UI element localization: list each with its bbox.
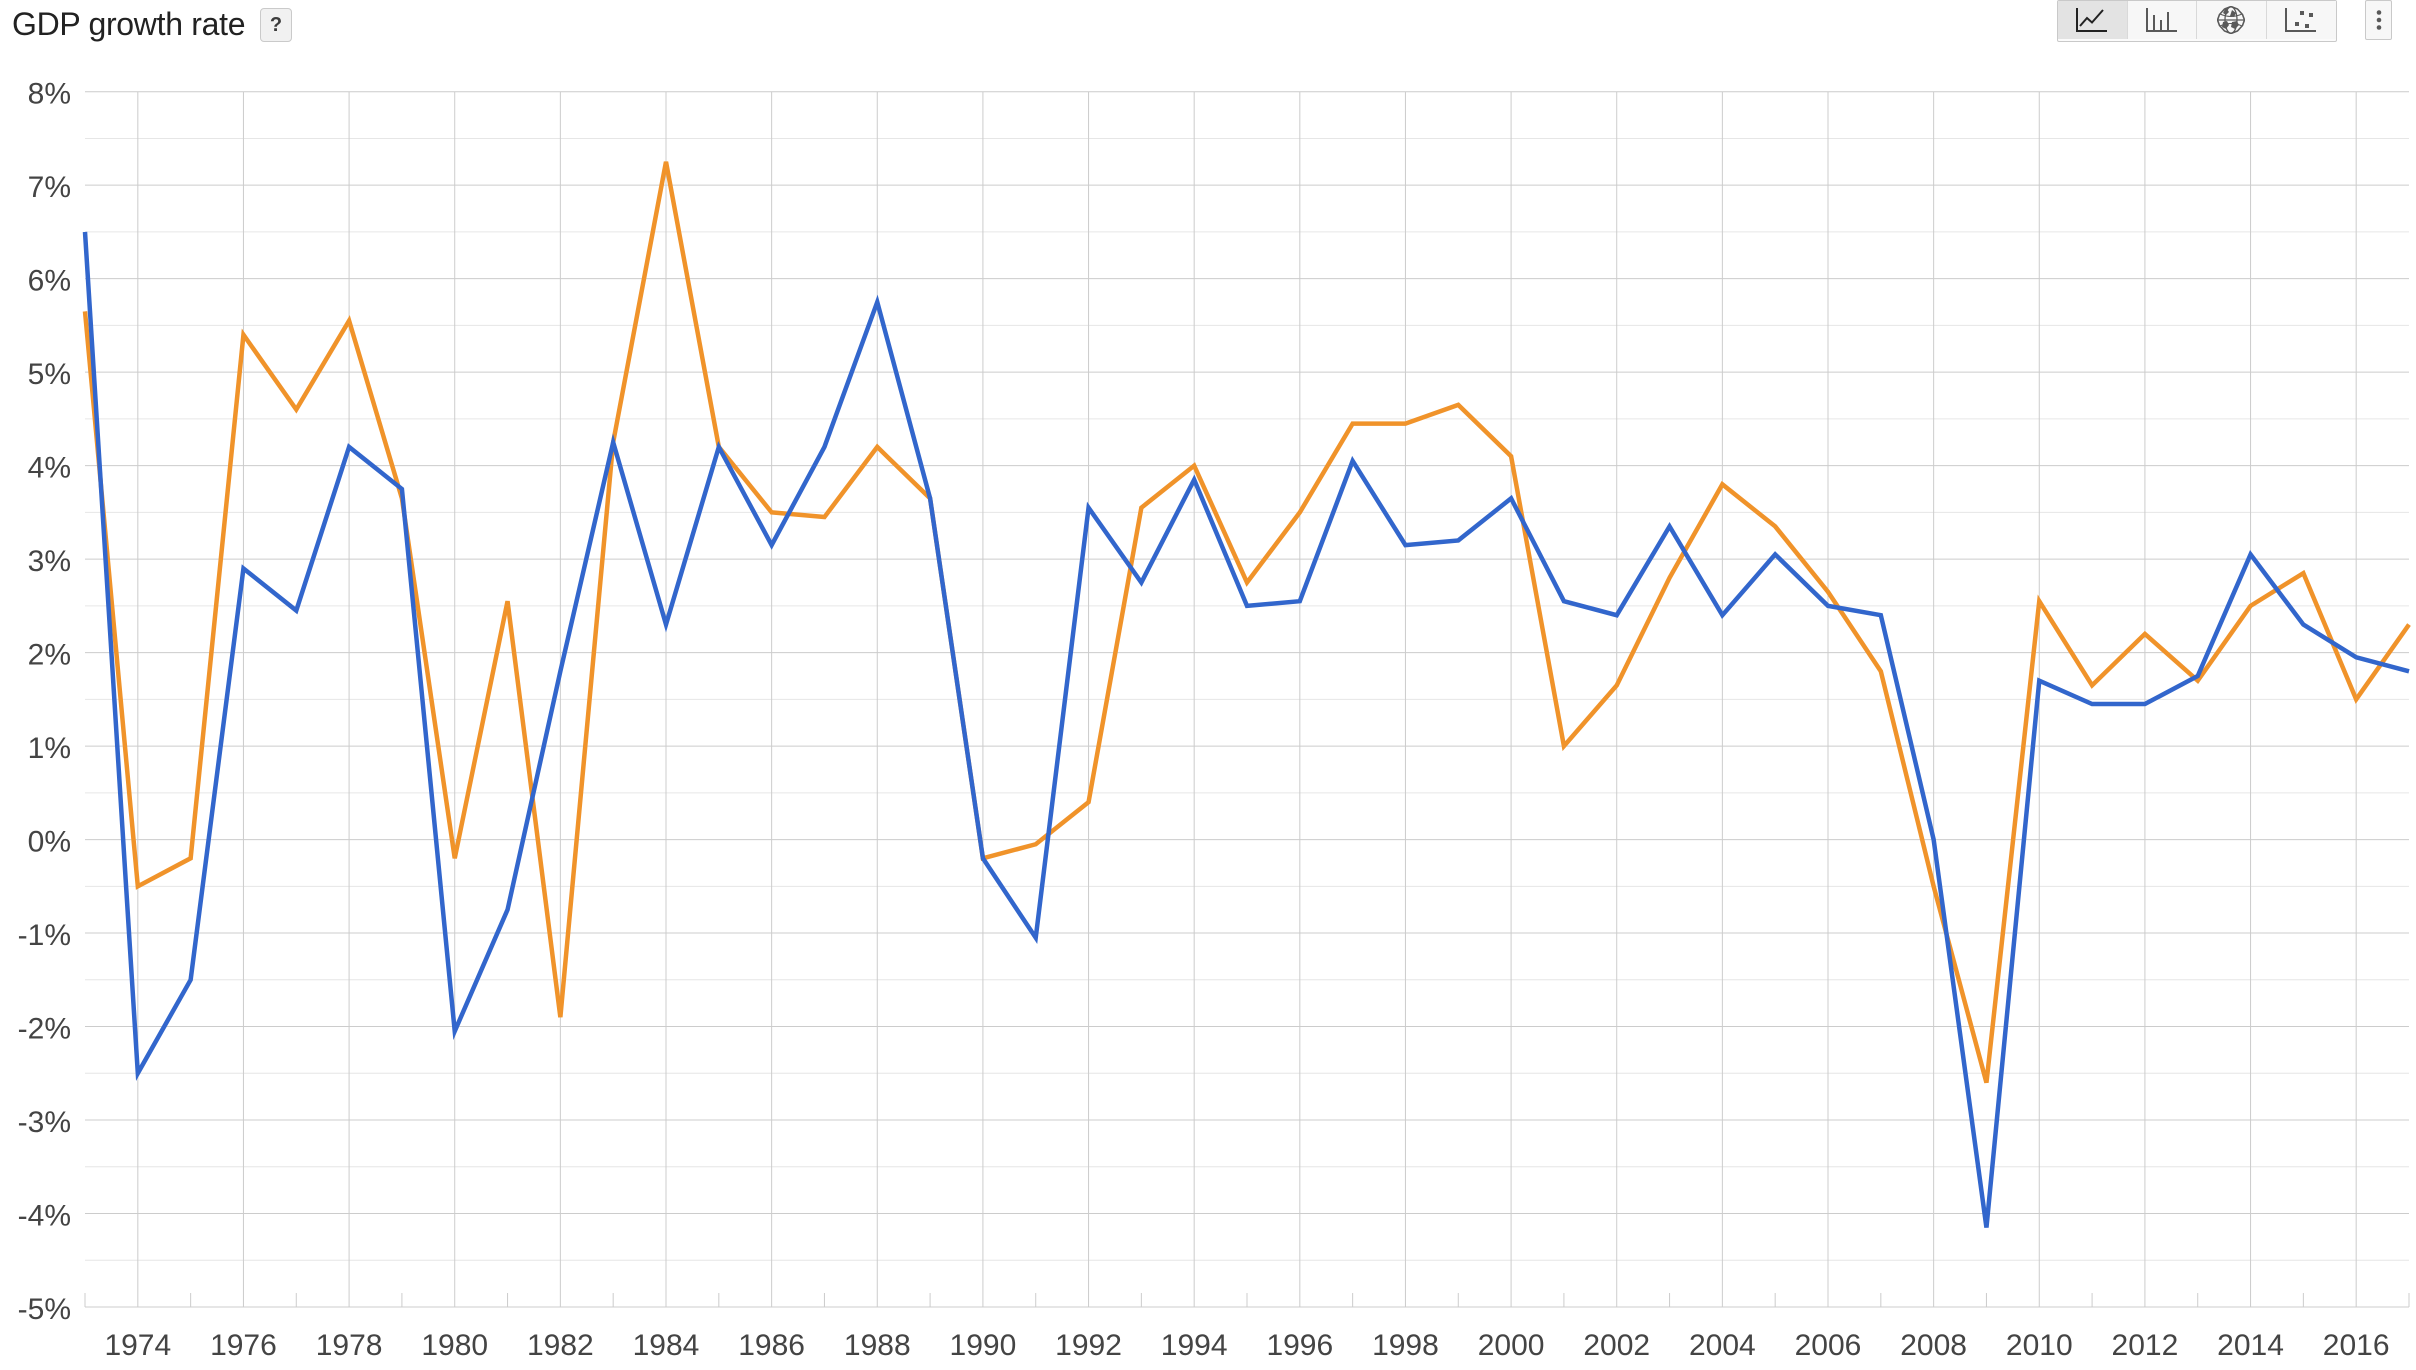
svg-text:1986: 1986 xyxy=(738,1329,805,1362)
svg-text:-3%: -3% xyxy=(18,1106,71,1139)
svg-text:1990: 1990 xyxy=(950,1329,1017,1362)
svg-text:1974: 1974 xyxy=(104,1329,171,1362)
svg-text:1982: 1982 xyxy=(527,1329,594,1362)
svg-text:2012: 2012 xyxy=(2112,1329,2179,1362)
svg-text:2010: 2010 xyxy=(2006,1329,2073,1362)
svg-text:8%: 8% xyxy=(28,78,71,111)
svg-text:1976: 1976 xyxy=(210,1329,277,1362)
svg-text:-4%: -4% xyxy=(18,1200,71,1233)
svg-text:1978: 1978 xyxy=(316,1329,383,1362)
svg-text:6%: 6% xyxy=(28,265,71,298)
svg-text:4%: 4% xyxy=(28,452,71,485)
svg-text:2014: 2014 xyxy=(2217,1329,2284,1362)
svg-text:0%: 0% xyxy=(28,826,71,859)
svg-text:1980: 1980 xyxy=(421,1329,488,1362)
svg-text:1988: 1988 xyxy=(844,1329,911,1362)
svg-text:2016: 2016 xyxy=(2323,1329,2390,1362)
svg-text:7%: 7% xyxy=(28,171,71,204)
svg-text:2008: 2008 xyxy=(1900,1329,1967,1362)
svg-text:2%: 2% xyxy=(28,639,71,672)
svg-text:3%: 3% xyxy=(28,545,71,578)
svg-text:1984: 1984 xyxy=(633,1329,700,1362)
svg-text:-2%: -2% xyxy=(18,1013,71,1046)
svg-text:2002: 2002 xyxy=(1583,1329,1650,1362)
svg-text:5%: 5% xyxy=(28,358,71,391)
svg-text:2004: 2004 xyxy=(1689,1329,1756,1362)
svg-text:1998: 1998 xyxy=(1372,1329,1439,1362)
svg-text:2006: 2006 xyxy=(1795,1329,1862,1362)
svg-text:1996: 1996 xyxy=(1266,1329,1333,1362)
svg-text:-1%: -1% xyxy=(18,919,71,952)
svg-text:1992: 1992 xyxy=(1055,1329,1122,1362)
svg-text:1994: 1994 xyxy=(1161,1329,1228,1362)
svg-text:1%: 1% xyxy=(28,732,71,765)
svg-text:2000: 2000 xyxy=(1478,1329,1545,1362)
svg-text:-5%: -5% xyxy=(18,1293,71,1326)
